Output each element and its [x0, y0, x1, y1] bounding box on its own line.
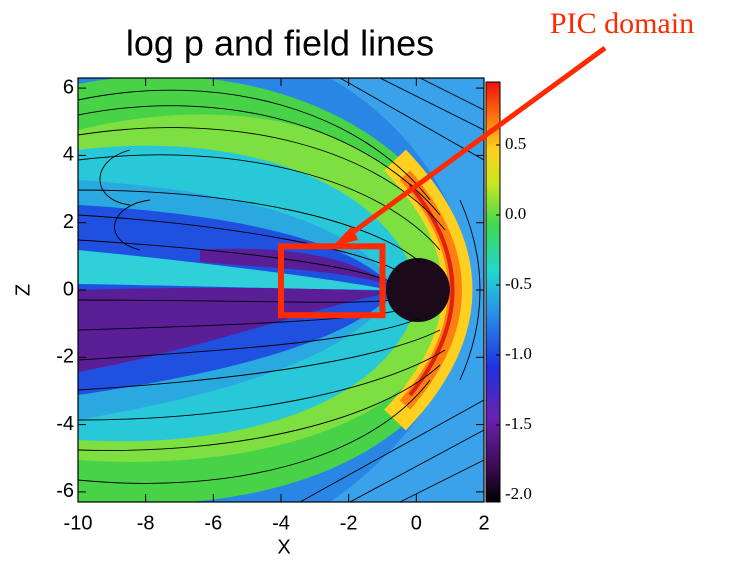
x-tick-label: -2 [340, 512, 358, 534]
colorbar-tick-label: -2.0 [505, 484, 532, 503]
y-axis-label: Z [12, 284, 34, 296]
x-tick-label: -4 [272, 512, 290, 534]
colorbar-tick-label: -1.5 [505, 414, 532, 433]
y-tick-label: -4 [56, 413, 74, 435]
colorbar-tick-label: 0.0 [505, 204, 526, 223]
x-tick-label: -8 [137, 512, 155, 534]
annotation-arrowhead [333, 226, 358, 246]
chart-title: log p and field lines [126, 23, 434, 64]
colorbar-tick-label: -0.5 [505, 274, 532, 293]
x-tick-label: 0 [411, 512, 422, 534]
colorbar [485, 81, 501, 503]
annotation: PIC domain [550, 7, 694, 40]
colorbar-tick-label: -1.0 [505, 344, 532, 363]
x-tick-label: -10 [64, 512, 93, 534]
x-tick-label: -6 [204, 512, 222, 534]
annotation-arrow [343, 45, 607, 241]
y-tick-label: -2 [56, 346, 74, 368]
heatmap [78, 78, 484, 502]
y-tick-label: 0 [63, 278, 74, 300]
pic-domain-box [278, 243, 386, 319]
colorbar-tick-label: 0.5 [505, 134, 526, 153]
x-tick-label: 2 [478, 512, 489, 534]
y-tick-label: 4 [63, 144, 74, 166]
x-axis-label: X [277, 536, 290, 558]
y-tick-label: 6 [63, 76, 74, 98]
y-tick-label: -6 [56, 480, 74, 502]
y-tick-label: 2 [63, 211, 74, 233]
